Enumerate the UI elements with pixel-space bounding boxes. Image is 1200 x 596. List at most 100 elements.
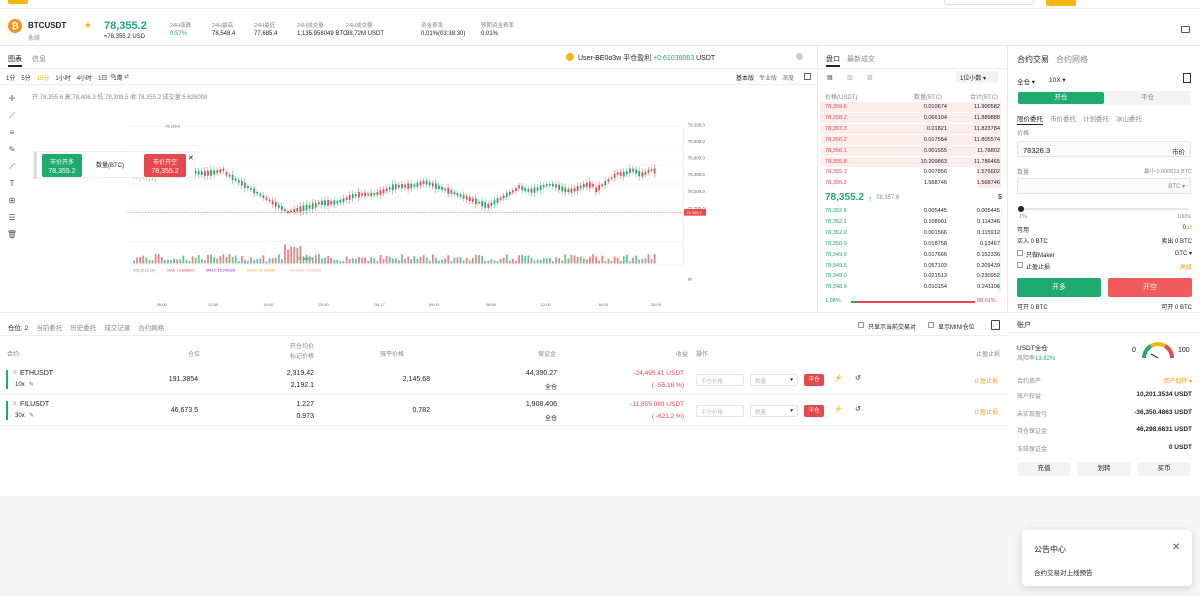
transfer-icon[interactable]: ⇄ xyxy=(1186,225,1192,231)
close-qty-input[interactable]: 数量 ▾ xyxy=(750,374,798,386)
view-2[interactable]: 深度 xyxy=(782,76,795,82)
close-icon[interactable]: ✕ xyxy=(188,155,194,162)
tab-close-position[interactable]: 平仓 xyxy=(1141,94,1154,101)
flash-close-icon[interactable]: ⚡ xyxy=(834,375,843,382)
crosshair-icon[interactable]: ✛ xyxy=(8,94,16,103)
close-banner-icon[interactable] xyxy=(796,53,803,60)
book-view-bids-icon[interactable]: ▥ xyxy=(847,75,853,81)
book-view-asks-icon[interactable]: ▥ xyxy=(867,75,873,81)
account-action-1[interactable]: 划转 xyxy=(1077,462,1131,476)
reverse-position-icon[interactable]: ↺ xyxy=(855,375,861,382)
reverse-position-icon[interactable]: ↺ xyxy=(855,406,861,413)
margin-mode-select[interactable]: 全仓 ▾ xyxy=(1017,79,1036,86)
ask-row[interactable]: 78,358.2 0.066104 11.889888 xyxy=(818,112,1008,124)
tab-contract-grid[interactable]: 合约网格 xyxy=(1056,55,1088,64)
quick-sell-button[interactable]: 市价开空 78,355.2 xyxy=(144,154,186,177)
close-price-input[interactable]: 平仓价格 xyxy=(696,374,744,386)
ask-row[interactable]: 78,357.3 0.01821 11.823784 xyxy=(818,123,1008,135)
qty-unit-select[interactable]: BTC ▾ xyxy=(1168,184,1185,190)
qty-slider[interactable] xyxy=(1018,206,1188,212)
chart-tools[interactable]: ⚙ ◎ ⇄ xyxy=(110,74,129,80)
market-price-toggle[interactable]: 市价 xyxy=(1172,149,1185,156)
measure-tool-icon[interactable]: ⊞ xyxy=(8,196,16,205)
bid-row[interactable]: 78,349.9 0.017666 0.152336 xyxy=(818,249,1008,261)
quick-buy-button[interactable]: 市价开多 78,355.2 xyxy=(42,154,82,177)
drag-handle[interactable] xyxy=(34,152,37,179)
ask-row[interactable]: 78,355.2 1.568746 1.568746 xyxy=(818,178,1008,189)
tab-open-position[interactable]: 开仓 xyxy=(1018,92,1104,104)
edit-leverage-icon[interactable]: ✎ xyxy=(29,413,35,419)
symbol-name[interactable]: BTCUSDT xyxy=(28,21,67,30)
bid-row[interactable]: 78,352.0 0.001566 0.115912 xyxy=(818,227,1008,239)
bid-row[interactable]: 78,352.8 0.005445 0.005445 xyxy=(818,206,1008,217)
show-current-checkbox[interactable] xyxy=(858,322,864,328)
quick-qty-label[interactable]: 数量(BTC) xyxy=(96,163,124,169)
position-symbol[interactable]: ETHUSDT xyxy=(20,370,54,377)
text-tool-icon[interactable]: T xyxy=(9,179,15,188)
book-view-both-icon[interactable]: ▤ xyxy=(827,75,833,81)
calculator-icon[interactable] xyxy=(1183,73,1191,83)
edit-leverage-icon[interactable]: ✎ xyxy=(29,382,35,388)
open-long-button[interactable]: 开多 xyxy=(1017,278,1101,297)
asset-transfer-link[interactable]: 资产划转 ▾ xyxy=(1163,379,1192,385)
view-0[interactable]: 基本版 xyxy=(736,76,755,82)
fib-tool-icon[interactable]: ≡ xyxy=(9,128,15,137)
interval-5[interactable]: 1日 xyxy=(98,76,108,82)
position-leverage[interactable]: 30x xyxy=(15,413,25,419)
bid-row[interactable]: 78,348.9 0.010154 0.241106 xyxy=(818,282,1008,293)
ask-row[interactable]: 78,359.6 0.010674 11.900582 xyxy=(818,102,1008,113)
layout-settings-icon[interactable] xyxy=(1181,26,1190,33)
interval-4[interactable]: 4小时 xyxy=(76,76,93,82)
interval-2[interactable]: 15分 xyxy=(36,76,50,82)
ask-row[interactable]: 78,356.1 0.001555 11.78802 xyxy=(818,145,1008,157)
account-action-2[interactable]: 买币 xyxy=(1137,462,1191,476)
qty-input[interactable]: BTC ▾ xyxy=(1017,178,1191,194)
tpsl-checkbox[interactable] xyxy=(1017,262,1023,268)
tab-info[interactable]: 信息 xyxy=(32,56,46,63)
order-type-0[interactable]: 限价委托 xyxy=(1017,116,1043,125)
open-short-button[interactable]: 开空 xyxy=(1108,278,1192,297)
account-action-0[interactable]: 充值 xyxy=(1017,462,1071,476)
settings-tool-icon[interactable]: ☰ xyxy=(8,213,16,222)
close-position-button[interactable]: 平仓 xyxy=(804,405,824,417)
trash-icon[interactable]: 🗑 xyxy=(6,230,18,239)
position-tab-1[interactable]: 当前委托 xyxy=(36,325,63,332)
tpsl-link[interactable]: 止盈止损 xyxy=(974,379,999,385)
precision-select[interactable]: 1位小数 ▾ xyxy=(956,71,998,83)
bid-row[interactable]: 78,350.9 0.018758 0.13467 xyxy=(818,238,1008,250)
show-mini-checkbox[interactable] xyxy=(928,322,934,328)
notice-body[interactable]: 合约交易对上线预告 xyxy=(1034,570,1093,577)
ask-row[interactable]: 78,355.3 0.007856 1.576602 xyxy=(818,167,1008,178)
position-tab-0[interactable]: 仓位: 2 xyxy=(8,325,29,332)
interval-0[interactable]: 1分 xyxy=(6,76,16,82)
fullscreen-icon[interactable] xyxy=(804,73,811,80)
close-notice-icon[interactable]: ✕ xyxy=(1172,542,1181,553)
ask-row[interactable]: 78,356.2 0.017554 11.805574 xyxy=(818,134,1008,146)
close-position-button[interactable]: 平仓 xyxy=(804,374,824,386)
interval-3[interactable]: 1小时 xyxy=(55,76,71,82)
tab-chart[interactable]: 图表 xyxy=(8,54,22,67)
price-input[interactable]: 78326.3 市价 xyxy=(1017,141,1191,157)
position-symbol[interactable]: FILUSDT xyxy=(20,401,50,408)
position-leverage[interactable]: 10x xyxy=(15,382,25,388)
maker-checkbox[interactable] xyxy=(1017,250,1023,256)
share-positions-icon[interactable] xyxy=(991,320,1000,330)
view-1[interactable]: 专业版 xyxy=(759,76,778,82)
bid-row[interactable]: 78,349.0 0.021513 0.230952 xyxy=(818,271,1008,282)
position-tab-4[interactable]: 合约网格 xyxy=(138,325,165,332)
order-type-1[interactable]: 市价委托 xyxy=(1050,116,1076,123)
book-mid-more[interactable]: $ xyxy=(998,194,1002,201)
tpsl-advanced-link[interactable]: 高级 xyxy=(1179,265,1192,271)
interval-1[interactable]: 5分 xyxy=(21,76,31,82)
deposit-button[interactable] xyxy=(1046,0,1076,6)
tif-select[interactable]: GTC ▾ xyxy=(1174,251,1192,257)
favorite-star-icon[interactable]: ★ xyxy=(84,20,93,30)
candlestick-chart[interactable]: 79,200.0 78,900.0 78,600.0 78,300.0 78,000.0… xyxy=(22,84,818,312)
slider-handle[interactable] xyxy=(1018,206,1024,212)
close-price-input[interactable]: 平仓价格 xyxy=(696,405,744,417)
order-type-2[interactable]: 计划委托 xyxy=(1083,116,1109,123)
tab-orderbook[interactable]: 盘口 xyxy=(826,54,840,67)
pen-tool-icon[interactable]: ✎ xyxy=(8,145,16,154)
brush-tool-icon[interactable]: ⟋ xyxy=(9,162,15,171)
tab-contract-trade[interactable]: 合约交易 xyxy=(1017,55,1049,64)
